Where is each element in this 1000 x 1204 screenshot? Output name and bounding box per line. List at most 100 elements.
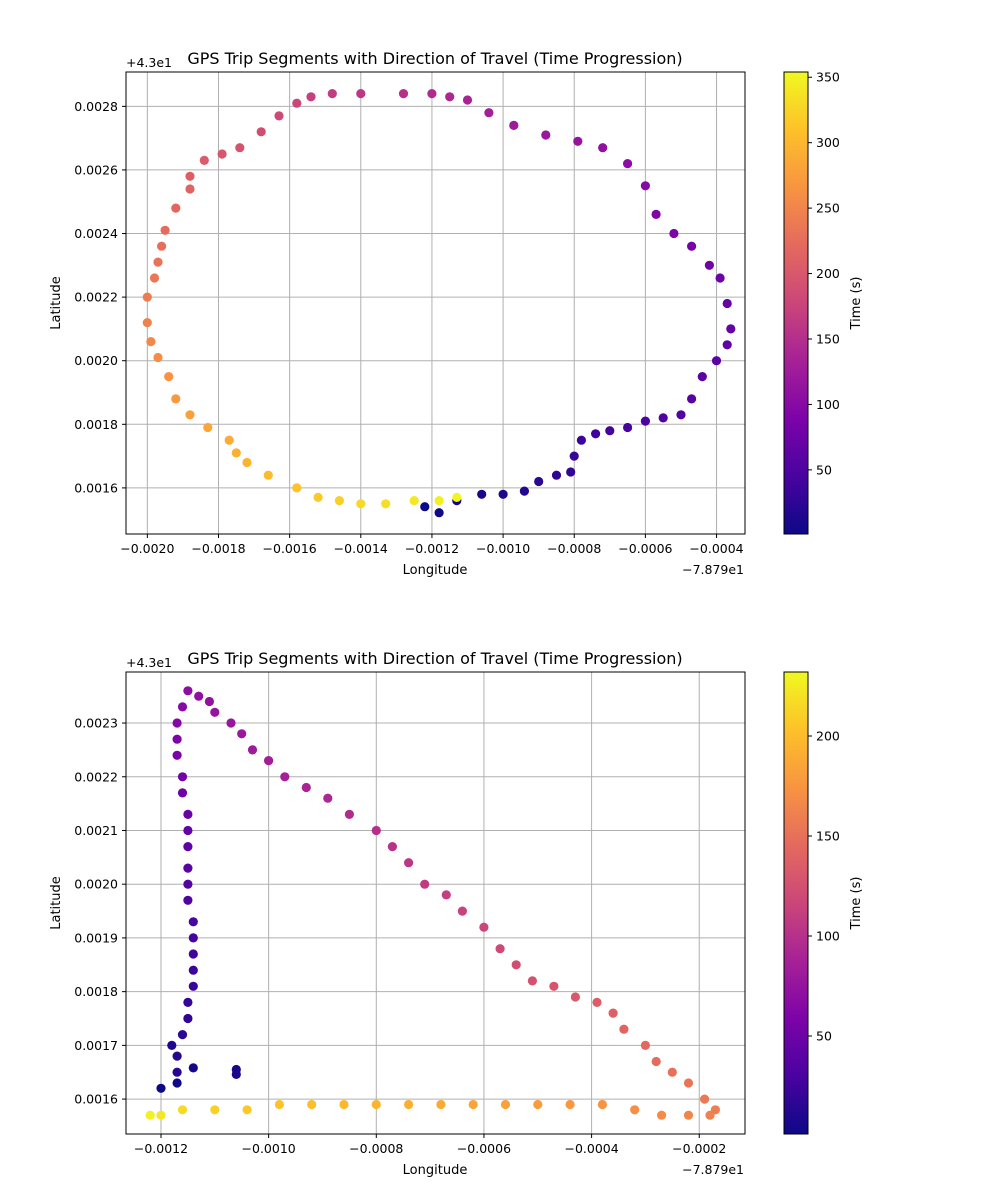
gps-point bbox=[171, 394, 181, 404]
y-tick-label: 0.0028 bbox=[74, 99, 118, 114]
gps-point bbox=[592, 997, 602, 1008]
x-tick-label: −0.0018 bbox=[191, 541, 245, 556]
gps-point bbox=[409, 496, 419, 506]
gps-point bbox=[549, 981, 559, 991]
gps-point bbox=[339, 1099, 349, 1110]
gps-point bbox=[509, 120, 519, 130]
gps-point bbox=[500, 1099, 511, 1110]
gps-point bbox=[683, 1110, 694, 1120]
x-tick-label: −0.0012 bbox=[134, 1141, 188, 1156]
top-x-offset-text: −7.879e1 bbox=[682, 562, 744, 577]
gps-point bbox=[640, 1040, 651, 1050]
top-chart-title: GPS Trip Segments with Direction of Trav… bbox=[187, 49, 682, 68]
gps-point bbox=[711, 356, 722, 366]
gps-point bbox=[185, 171, 195, 181]
gps-point bbox=[237, 729, 247, 739]
gps-point bbox=[598, 143, 608, 153]
colorbar-tick-label: 100 bbox=[816, 397, 840, 412]
gps-point bbox=[434, 508, 444, 518]
gps-point bbox=[183, 1013, 193, 1024]
gps-point bbox=[185, 184, 195, 194]
gps-point bbox=[156, 1110, 166, 1120]
y-tick-label: 0.0018 bbox=[74, 417, 118, 432]
bottom-x-axis-label: Longitude bbox=[403, 1163, 468, 1178]
x-tick-label: −0.0012 bbox=[405, 541, 459, 556]
gps-point bbox=[172, 1051, 182, 1061]
bottom-scatter-points bbox=[145, 686, 721, 1120]
gps-point bbox=[608, 1008, 618, 1018]
x-tick-label: −0.0004 bbox=[689, 541, 743, 556]
top-x-axis-label: Longitude bbox=[403, 563, 468, 578]
gps-point bbox=[640, 181, 651, 191]
x-tick-label: −0.0014 bbox=[334, 541, 388, 556]
top-x-ticks: −0.0020 −0.0018 −0.0016 −0.0014 −0.0012 −0.00… bbox=[120, 534, 744, 556]
gps-point bbox=[183, 825, 193, 836]
gps-point bbox=[591, 429, 601, 439]
gps-point bbox=[669, 228, 679, 239]
x-tick-label: −0.0006 bbox=[457, 1141, 511, 1156]
top-grid bbox=[126, 72, 745, 534]
gps-point bbox=[687, 394, 697, 404]
top-y-axis-label: Latitude bbox=[49, 276, 64, 330]
bottom-grid bbox=[126, 672, 745, 1134]
gps-point bbox=[160, 225, 170, 235]
gps-point bbox=[511, 960, 521, 970]
colorbar-tick-label: 50 bbox=[816, 1029, 832, 1044]
gps-point bbox=[226, 718, 236, 728]
bottom-y-offset-text: +4.3e1 bbox=[126, 655, 172, 670]
gps-point bbox=[533, 1099, 543, 1110]
gps-point bbox=[371, 1099, 381, 1110]
colorbar-tick-label: 200 bbox=[816, 729, 840, 744]
gps-point bbox=[172, 1078, 182, 1088]
gps-point bbox=[231, 448, 241, 458]
gps-point bbox=[167, 1040, 177, 1050]
gps-point bbox=[307, 1099, 317, 1110]
gps-point bbox=[247, 745, 258, 755]
gps-point bbox=[183, 997, 193, 1008]
gps-point bbox=[726, 324, 736, 334]
gps-point bbox=[306, 92, 316, 102]
y-tick-label: 0.0016 bbox=[74, 480, 118, 495]
gps-point bbox=[700, 1094, 710, 1104]
gps-point bbox=[704, 260, 715, 270]
x-tick-label: −0.0002 bbox=[672, 1141, 726, 1156]
gps-point bbox=[146, 337, 156, 347]
x-tick-label: −0.0004 bbox=[564, 1141, 618, 1156]
gps-point bbox=[420, 502, 430, 512]
colorbar-tick-label: 350 bbox=[816, 70, 840, 85]
gps-point bbox=[204, 696, 214, 707]
gps-point bbox=[484, 108, 494, 118]
gps-point bbox=[640, 416, 651, 426]
gps-point bbox=[177, 1030, 188, 1040]
gps-point bbox=[356, 89, 366, 99]
bottom-plot-panel: GPS Trip Segments with Direction of Trav… bbox=[49, 649, 864, 1178]
gps-point bbox=[381, 499, 391, 509]
gps-point bbox=[479, 922, 489, 932]
gps-point bbox=[597, 1099, 608, 1110]
y-tick-label: 0.0018 bbox=[74, 984, 118, 999]
y-tick-label: 0.0019 bbox=[74, 930, 118, 945]
gps-point bbox=[715, 273, 725, 283]
gps-point bbox=[199, 155, 209, 165]
gps-point bbox=[142, 318, 152, 328]
gps-point bbox=[630, 1105, 640, 1115]
gps-point bbox=[387, 842, 397, 852]
x-tick-label: −0.0008 bbox=[547, 541, 601, 556]
y-tick-label: 0.0020 bbox=[74, 353, 118, 368]
colorbar-tick-label: 300 bbox=[816, 135, 840, 150]
gps-point bbox=[188, 949, 198, 959]
top-colorbar: 50 100 150 200 250 300 350 bbox=[783, 70, 840, 535]
colorbar-tick-label: 100 bbox=[816, 929, 840, 944]
gps-point bbox=[172, 718, 182, 728]
gps-point bbox=[256, 127, 266, 137]
gps-point bbox=[427, 89, 437, 99]
top-plot-panel: GPS Trip Segments with Direction of Trav… bbox=[49, 49, 864, 578]
y-tick-label: 0.0022 bbox=[74, 769, 118, 784]
gps-point bbox=[145, 1110, 155, 1120]
gps-point bbox=[468, 1099, 478, 1110]
gps-point bbox=[153, 352, 163, 363]
gps-point bbox=[420, 879, 430, 889]
gps-point bbox=[164, 372, 174, 382]
gps-point bbox=[404, 858, 414, 868]
gps-point bbox=[203, 422, 213, 433]
